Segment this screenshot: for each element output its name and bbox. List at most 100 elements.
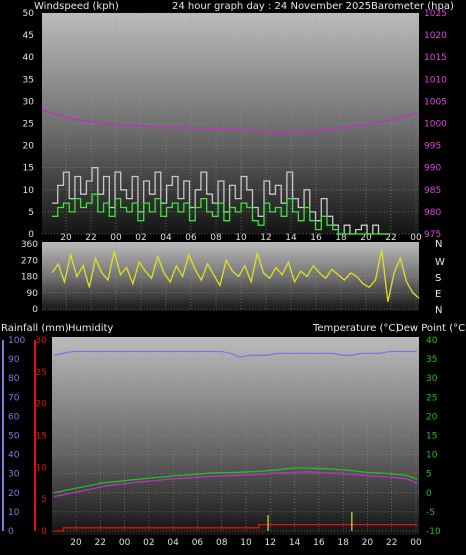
temperature-tick-label: -5	[426, 508, 435, 518]
temperature-label: Temperature (°C)	[312, 323, 399, 334]
barometer-label: Barometer (hpa)	[371, 1, 454, 12]
time-tick-label: 12	[265, 538, 276, 548]
barometer-tick-label: 995	[424, 142, 441, 152]
wind-barometer-grid	[42, 12, 419, 235]
temperature-tick-label: 30	[426, 374, 438, 384]
compass-w: W	[435, 257, 445, 268]
temperature-tick-label: 10	[426, 451, 438, 461]
rain-tick-label: 10	[36, 463, 48, 473]
humidity-tick-label: 90	[8, 355, 20, 365]
time-tick-label: 10	[240, 538, 252, 548]
rain-tick-label: 30	[36, 336, 48, 346]
compass-s: S	[435, 273, 441, 284]
windspeed-tick-label: 15	[23, 164, 34, 174]
wind-direction-line	[51, 249, 420, 302]
rain-tick-label: 20	[36, 400, 48, 410]
temperature-tick-label: 25	[426, 393, 437, 403]
barometer-line	[41, 109, 420, 133]
dewpoint-label: Dew Point (°C)	[396, 323, 466, 334]
time-tick-label: 20	[70, 538, 82, 548]
wind-barometer-plot-area	[42, 13, 419, 234]
direction-tick-label: 270	[21, 256, 38, 266]
time-tick-label: 22	[95, 538, 106, 548]
direction-tick-label: 90	[27, 289, 39, 299]
rainfall-label: Rainfall (mm)	[1, 323, 69, 334]
temperature-tick-label: 5	[426, 470, 432, 480]
time-tick-label: 00	[119, 538, 131, 548]
temperature-axis: -10 -5 0 5 10 15 20 25 30 35 40	[426, 336, 441, 537]
barometer-tick-label: 1010	[424, 75, 447, 85]
barometer-tick-label: 1015	[424, 53, 447, 63]
direction-tick-label: 0	[32, 305, 38, 315]
temperature-tick-label: 0	[426, 489, 432, 499]
barometer-tick-label: 1000	[424, 120, 447, 130]
barometer-tick-label: 1020	[424, 31, 447, 41]
direction-tick-label: 180	[21, 273, 38, 283]
barometer-axis: 975 980 985 990 995 1000 1005 1010 1015 1020 1025	[424, 9, 447, 240]
humidity-tick-label: 100	[8, 336, 25, 346]
barometer-tick-label: 1025	[424, 9, 447, 19]
windspeed-tick-label: 5	[28, 208, 34, 218]
barometer-tick-label: 990	[424, 164, 441, 174]
time-tick-label: 16	[310, 233, 322, 243]
humidity-tick-label: 20	[8, 489, 20, 499]
humidity-line	[53, 350, 417, 358]
humidity-axis: 0 10 20 30 40 50 60 70 80 90 100	[8, 336, 25, 537]
rain-tick-label: 0	[41, 527, 47, 537]
compass-n-top: N	[435, 239, 442, 250]
humidity-tick-label: 10	[8, 508, 20, 518]
time-tick-label: 06	[192, 538, 204, 548]
time-tick-label: 18	[337, 538, 349, 548]
temperature-tick-label: 35	[426, 355, 437, 365]
direction-axis: 0 90 180 270 360	[21, 240, 38, 315]
compass-e: E	[435, 289, 441, 300]
time-tick-label: 02	[143, 538, 154, 548]
direction-plot-area	[42, 242, 419, 311]
windspeed-tick-label: 20	[23, 142, 35, 152]
temperature-tick-label: 15	[426, 432, 437, 442]
direction-tick-label: 360	[21, 240, 38, 250]
windspeed-tick-label: 25	[23, 120, 34, 130]
humidity-tick-label: 80	[8, 374, 20, 384]
windspeed-tick-label: 30	[23, 97, 35, 107]
time-tick-label: 14	[289, 538, 301, 548]
time-tick-label: 00	[410, 233, 422, 243]
compass-n-bottom: N	[435, 305, 442, 316]
temp-humidity-grid	[52, 339, 419, 532]
windspeed-tick-label: 10	[23, 186, 35, 196]
time-tick-label: 12	[260, 233, 271, 243]
windspeed-tick-label: 45	[23, 31, 34, 41]
humidity-tick-label: 40	[8, 451, 20, 461]
rain-tick-label: 15	[36, 432, 47, 442]
time-tick-label: 00	[410, 538, 422, 548]
temperature-tick-label: 40	[426, 336, 438, 346]
windspeed-axis: 0 5 10 15 20 25 30 35 40 45 50	[23, 9, 35, 240]
graph-title: 24 hour graph day : 24 November 2025	[172, 1, 371, 12]
wind-gust-line	[52, 167, 390, 235]
temperature-tick-label: 20	[426, 412, 438, 422]
time-tick-label: 16	[313, 538, 325, 548]
time-tick-label: 14	[285, 233, 297, 243]
humidity-tick-label: 30	[8, 470, 20, 480]
rain-axis: 0 5 10 15 20 25 30	[36, 336, 48, 537]
windspeed-tick-label: 50	[23, 9, 35, 19]
temp-humidity-series	[53, 350, 418, 532]
time-tick-label: 20	[360, 233, 372, 243]
rain-tick-label: 25	[36, 368, 47, 378]
time-tick-label: 22	[385, 233, 396, 243]
barometer-tick-label: 980	[424, 208, 441, 218]
wind-time-axis: 20 22 00 02 04 06 08 10 12 14 16 18 20 22 00	[60, 233, 422, 243]
humidity-tick-label: 70	[8, 393, 20, 403]
humidity-tick-label: 60	[8, 412, 20, 422]
time-tick-label: 22	[386, 538, 397, 548]
time-tick-label: 06	[185, 233, 197, 243]
wind-average-line	[52, 193, 390, 235]
time-tick-label: 02	[135, 233, 146, 243]
time-tick-label: 08	[210, 233, 222, 243]
humidity-tick-label: 50	[8, 432, 20, 442]
time-tick-label: 22	[85, 233, 96, 243]
time-tick-label: 04	[167, 538, 179, 548]
temperature-line	[53, 467, 418, 494]
windspeed-tick-label: 40	[23, 53, 35, 63]
